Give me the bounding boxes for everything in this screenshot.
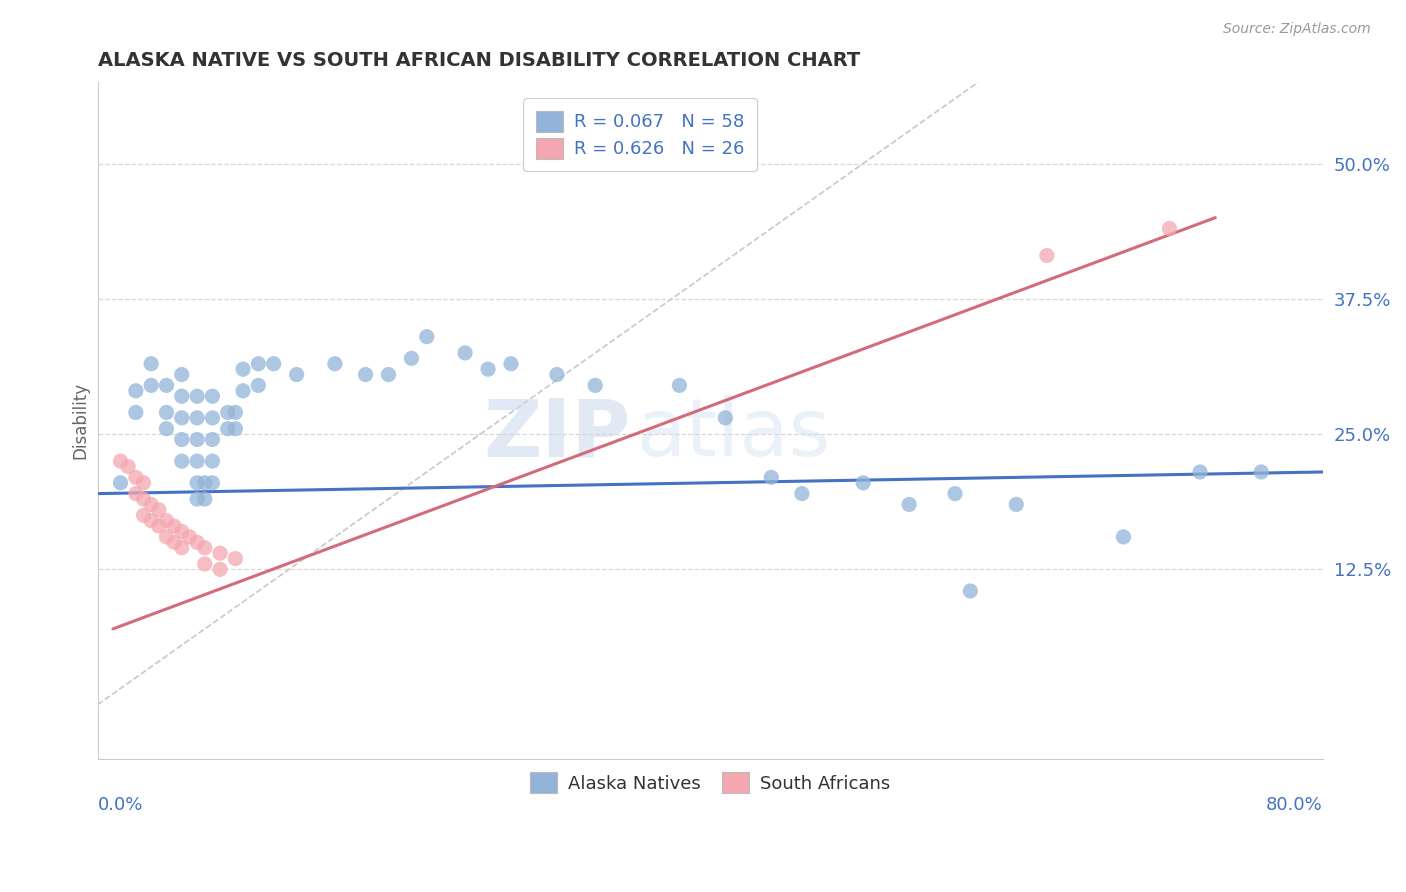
Point <box>583 378 606 392</box>
Point <box>668 378 690 392</box>
Point <box>132 508 155 523</box>
Point <box>247 378 270 392</box>
Point <box>194 491 217 506</box>
Point <box>1250 465 1272 479</box>
Text: Source: ZipAtlas.com: Source: ZipAtlas.com <box>1223 22 1371 37</box>
Point <box>117 459 139 474</box>
Point <box>209 562 232 576</box>
Point <box>186 389 208 403</box>
Point <box>477 362 499 376</box>
Point <box>155 378 177 392</box>
Point <box>224 551 246 566</box>
Point <box>170 524 193 539</box>
Point <box>125 470 148 484</box>
Point <box>263 357 285 371</box>
Point <box>714 410 737 425</box>
Point <box>790 486 813 500</box>
Point <box>179 530 201 544</box>
Text: 80.0%: 80.0% <box>1265 796 1323 814</box>
Point <box>132 491 155 506</box>
Point <box>377 368 399 382</box>
Point <box>247 357 270 371</box>
Point <box>155 530 177 544</box>
Point <box>194 557 217 571</box>
Point <box>148 519 170 533</box>
Point <box>110 454 132 468</box>
Point <box>232 384 254 398</box>
Point <box>201 454 224 468</box>
Point <box>186 433 208 447</box>
Point <box>163 519 186 533</box>
Point <box>110 475 132 490</box>
Point <box>163 535 186 549</box>
Point <box>186 410 208 425</box>
Point <box>323 357 346 371</box>
Point <box>401 351 423 366</box>
Point <box>186 535 208 549</box>
Point <box>201 410 224 425</box>
Text: atlas: atlas <box>637 395 831 473</box>
Point <box>186 475 208 490</box>
Point <box>170 368 193 382</box>
Point <box>761 470 783 484</box>
Point <box>170 389 193 403</box>
Point <box>201 433 224 447</box>
Point <box>224 405 246 419</box>
Point <box>1112 530 1135 544</box>
Point <box>1005 498 1028 512</box>
Point <box>354 368 377 382</box>
Point <box>125 405 148 419</box>
Point <box>852 475 875 490</box>
Point <box>224 422 246 436</box>
Point <box>959 584 981 599</box>
Point <box>1159 221 1181 235</box>
Point <box>132 475 155 490</box>
Point <box>155 422 177 436</box>
Point <box>499 357 522 371</box>
Point <box>201 475 224 490</box>
Point <box>141 378 163 392</box>
Point <box>1188 465 1211 479</box>
Point <box>232 362 254 376</box>
Point <box>194 475 217 490</box>
Y-axis label: Disability: Disability <box>72 382 89 459</box>
Point <box>155 405 177 419</box>
Point <box>416 329 439 343</box>
Point <box>454 346 477 360</box>
Point <box>898 498 921 512</box>
Point <box>186 454 208 468</box>
Point <box>943 486 966 500</box>
Point <box>194 541 217 555</box>
Point <box>125 486 148 500</box>
Point <box>125 384 148 398</box>
Point <box>141 498 163 512</box>
Point <box>170 454 193 468</box>
Point <box>170 541 193 555</box>
Point <box>141 514 163 528</box>
Point <box>170 410 193 425</box>
Point <box>186 491 208 506</box>
Point <box>148 503 170 517</box>
Point <box>170 433 193 447</box>
Point <box>285 368 308 382</box>
Legend: Alaska Natives, South Africans: Alaska Natives, South Africans <box>523 765 897 800</box>
Point <box>209 546 232 560</box>
Point <box>141 357 163 371</box>
Point <box>201 389 224 403</box>
Point <box>546 368 568 382</box>
Point <box>217 422 239 436</box>
Point <box>217 405 239 419</box>
Text: ALASKA NATIVE VS SOUTH AFRICAN DISABILITY CORRELATION CHART: ALASKA NATIVE VS SOUTH AFRICAN DISABILIT… <box>97 51 860 70</box>
Text: 0.0%: 0.0% <box>97 796 143 814</box>
Point <box>155 514 177 528</box>
Text: ZIP: ZIP <box>484 395 630 473</box>
Point <box>1036 248 1059 262</box>
